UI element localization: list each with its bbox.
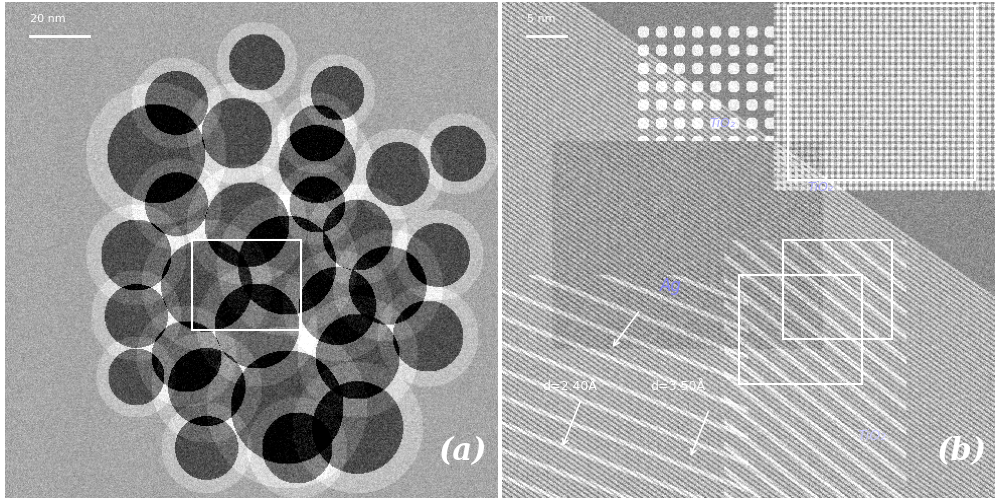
Text: d=2.40Å: d=2.40Å — [542, 379, 597, 392]
Text: 5 nm: 5 nm — [527, 15, 556, 25]
Bar — [739, 276, 862, 384]
Text: (a): (a) — [438, 435, 487, 466]
Text: TiO₂: TiO₂ — [857, 428, 886, 442]
Bar — [192, 240, 301, 330]
Text: TiO₂: TiO₂ — [808, 181, 834, 194]
Text: 20 nm: 20 nm — [30, 15, 65, 25]
Bar — [788, 8, 975, 181]
Text: d=3.50Å: d=3.50Å — [650, 379, 705, 392]
Bar — [783, 240, 892, 340]
Text: (b): (b) — [936, 435, 986, 466]
Text: Ag: Ag — [660, 276, 682, 294]
Text: TiO₂: TiO₂ — [709, 117, 735, 129]
